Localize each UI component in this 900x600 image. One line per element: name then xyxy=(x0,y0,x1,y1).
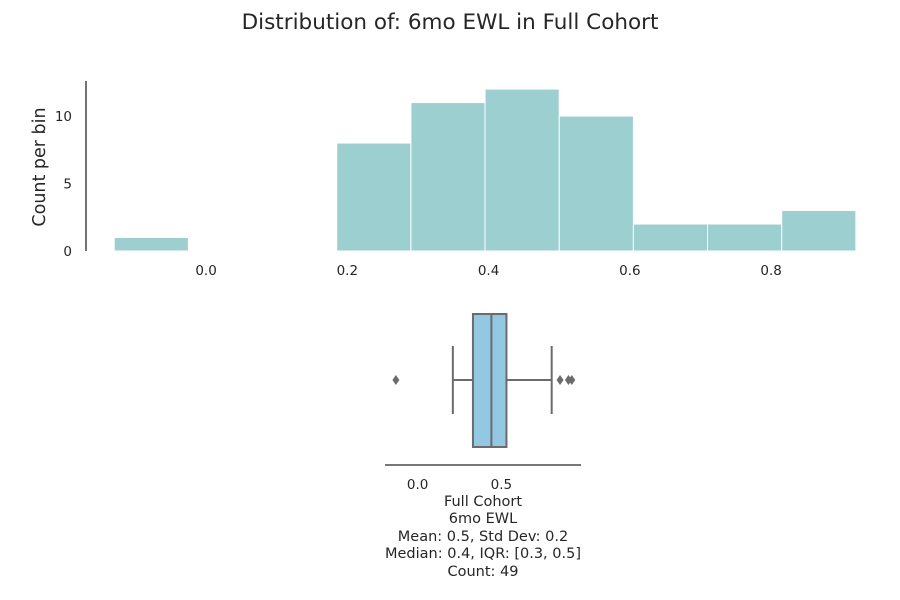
histogram-bars xyxy=(113,88,857,252)
summary-group: Full Cohort xyxy=(443,494,523,510)
chart-title: Distribution of: 6mo EWL in Full Cohort xyxy=(242,10,659,35)
summary-median-iqr: Median: 0.4, IQR: [0.3, 0.5] xyxy=(385,546,581,563)
boxplot-marks xyxy=(392,313,576,448)
histogram-bar-7 xyxy=(781,210,857,252)
summary-count: Count: 49 xyxy=(447,563,519,580)
boxplot-box xyxy=(471,313,508,448)
histogram-x-tick-label: 0.4 xyxy=(478,263,499,279)
histogram-bar-1 xyxy=(336,142,412,252)
histogram-bar-4 xyxy=(558,115,634,252)
histogram-y-tick-label: 0 xyxy=(63,244,72,260)
summary-caption: Full Cohort 6mo EWL Mean: 0.5, Std Dev: … xyxy=(333,494,633,581)
histogram-bar-3 xyxy=(484,88,560,252)
histogram-y-axis-label: Count per bin xyxy=(30,107,50,226)
boxplot-panel: 0.0 0.5 xyxy=(385,313,581,493)
boxplot-outlier xyxy=(556,375,564,385)
boxplot-x-tick-label: 0.0 xyxy=(407,477,428,493)
histogram-x-tick-label: 0.6 xyxy=(619,263,640,279)
histogram-panel: 0 5 10 0.0 0.2 0.4 0.6 0.8 Count per bin xyxy=(30,81,857,279)
histogram-bar-6 xyxy=(707,223,783,252)
histogram-x-tick-label: 0.2 xyxy=(337,263,358,279)
boxplot-x-ticks: 0.0 0.5 xyxy=(407,477,512,493)
histogram-y-tick-label: 10 xyxy=(55,109,72,125)
histogram-y-tick-label: 5 xyxy=(63,177,72,193)
boxplot-x-tick-label: 0.5 xyxy=(491,477,512,493)
histogram-bar-0 xyxy=(113,237,189,252)
summary-mean-std: Mean: 0.5, Std Dev: 0.2 xyxy=(397,528,569,545)
summary-variable: 6mo EWL xyxy=(448,511,518,528)
boxplot-outlier xyxy=(392,375,400,385)
histogram-bar-2 xyxy=(410,102,486,252)
histogram-y-ticks: 0 5 10 xyxy=(55,109,72,260)
histogram-bar-5 xyxy=(632,223,709,252)
histogram-x-tick-label: 0.8 xyxy=(760,263,781,279)
histogram-x-ticks: 0.0 0.2 0.4 0.6 0.8 xyxy=(195,263,782,279)
histogram-x-tick-label: 0.0 xyxy=(195,263,216,279)
boxplot-outlier xyxy=(568,375,576,385)
